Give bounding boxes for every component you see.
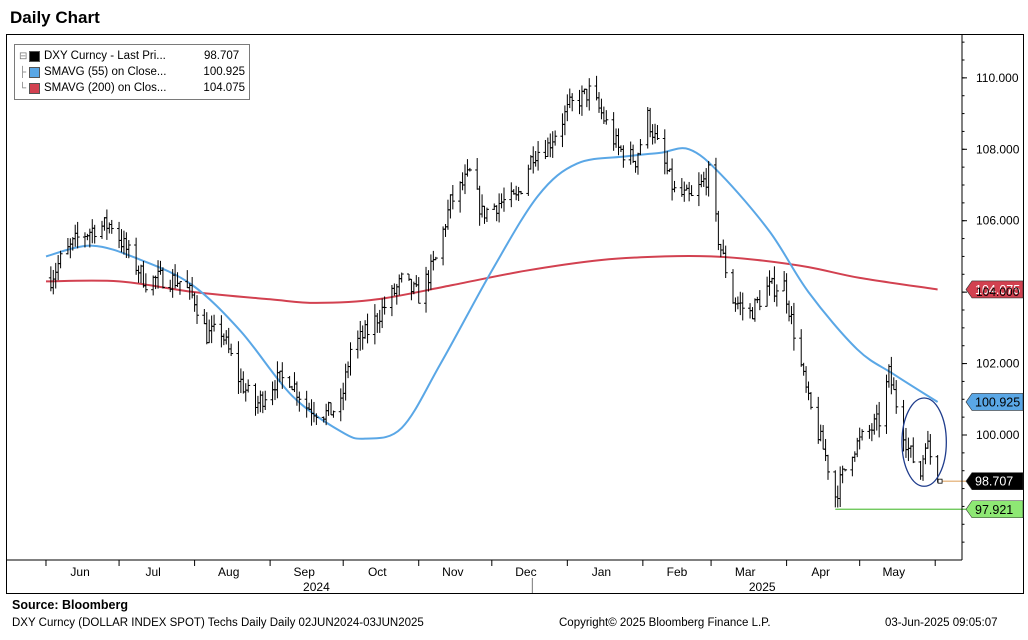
axis-layer: 110.000 108.000 106.000 104.000 102.000 100.0… xyxy=(7,35,1020,594)
footer-ticker-info: DXY Curncy (DOLLAR INDEX SPOT) Techs Dai… xyxy=(12,617,424,629)
x-tick-label: Jan xyxy=(592,565,611,579)
value-tag-label: 97.921 xyxy=(975,503,1013,517)
value-tag-label: 100.925 xyxy=(975,395,1020,409)
value-tag xyxy=(965,472,1024,490)
footer-timestamp: 03-Jun-2025 09:05:07 xyxy=(885,617,998,629)
last-price-marker xyxy=(937,478,943,484)
legend[interactable]: ⊟ DXY Curncy - Last Pri... 98.707 ├ SMAV… xyxy=(14,44,250,100)
tree-branch-icon: └ xyxy=(19,82,27,94)
tree-icon: ⊟ xyxy=(19,50,28,62)
legend-value: 100.925 xyxy=(203,66,245,78)
x-tick-label: Jul xyxy=(146,565,161,579)
highlight-circle xyxy=(901,397,947,487)
legend-label: DXY Curncy - Last Pri... xyxy=(44,50,166,62)
legend-swatch-price xyxy=(29,50,40,62)
value-tag xyxy=(965,393,1024,411)
value-tag-label: 98.707 xyxy=(975,475,1013,489)
legend-swatch-sma200 xyxy=(28,82,40,94)
x-tick-label: Apr xyxy=(811,565,830,579)
x-tick-label: Dec xyxy=(515,565,536,579)
moving-average-layer xyxy=(45,147,939,440)
x-tick-label: Feb xyxy=(667,565,688,579)
annotation-layer: 97.921 98.707 100.925 104.075 xyxy=(835,280,1024,519)
year-label: 2024 xyxy=(303,580,330,594)
x-tick-label: Oct xyxy=(368,565,387,579)
x-tick-label: Aug xyxy=(218,565,239,579)
x-tick-label: Sep xyxy=(294,565,316,579)
value-tag xyxy=(965,500,1024,519)
legend-swatch-sma55 xyxy=(28,66,40,78)
year-label: 2025 xyxy=(749,580,776,594)
legend-item-sma55[interactable]: ├ SMAVG (55) on Close... 100.925 xyxy=(19,64,245,80)
tree-branch-icon: ├ xyxy=(19,66,27,78)
legend-value: 104.075 xyxy=(203,82,245,94)
footer-copyright: Copyright© 2025 Bloomberg Finance L.P. xyxy=(559,617,771,629)
x-tick-label: Jun xyxy=(70,565,89,579)
x-tick-label: Nov xyxy=(442,565,463,579)
legend-item-sma200[interactable]: └ SMAVG (200) on Clos... 104.075 xyxy=(19,80,245,96)
price-layer xyxy=(48,75,940,508)
sma-200-line xyxy=(45,254,938,304)
y-tick-label: 100.000 xyxy=(976,428,1020,442)
legend-label: SMAVG (200) on Clos... xyxy=(43,82,167,94)
value-tag xyxy=(965,280,1024,299)
x-tick-label: May xyxy=(882,565,905,579)
legend-label: SMAVG (55) on Close... xyxy=(43,66,167,78)
chart-frame xyxy=(6,34,1024,594)
legend-value: 98.707 xyxy=(204,50,240,62)
y-tick-label: 110.000 xyxy=(976,71,1019,85)
legend-item-price[interactable]: ⊟ DXY Curncy - Last Pri... 98.707 xyxy=(19,48,245,64)
chart-title: Daily Chart xyxy=(10,8,100,27)
x-tick-label: Mar xyxy=(735,565,756,579)
y-tick-label: 104.000 xyxy=(976,285,1020,299)
y-tick-label: 106.000 xyxy=(976,214,1020,228)
value-tag-label: 104.075 xyxy=(975,283,1020,297)
sma-55-line xyxy=(45,147,939,440)
y-tick-label: 108.000 xyxy=(976,142,1020,156)
source-note: Source: Bloomberg xyxy=(12,598,128,612)
y-tick-label: 102.000 xyxy=(976,357,1020,371)
